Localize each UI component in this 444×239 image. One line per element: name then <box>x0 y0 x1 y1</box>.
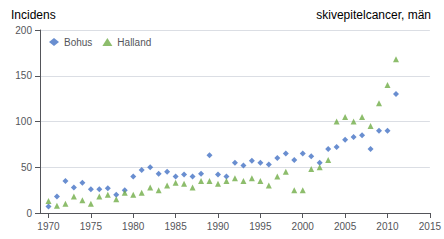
svg-text:Halland: Halland <box>117 37 151 48</box>
svg-text:50: 50 <box>21 162 33 173</box>
svg-text:1985: 1985 <box>164 221 187 232</box>
svg-text:1980: 1980 <box>122 221 145 232</box>
svg-text:Incidens: Incidens <box>11 8 56 22</box>
svg-text:0: 0 <box>26 208 32 219</box>
svg-text:2005: 2005 <box>334 221 357 232</box>
svg-text:Bohus: Bohus <box>64 37 92 48</box>
svg-text:skivepitelcancer, män: skivepitelcancer, män <box>316 8 431 22</box>
svg-text:150: 150 <box>15 70 32 81</box>
svg-text:200: 200 <box>15 25 32 36</box>
svg-text:1990: 1990 <box>207 221 230 232</box>
svg-text:1975: 1975 <box>80 221 103 232</box>
svg-text:1995: 1995 <box>249 221 272 232</box>
svg-text:2015: 2015 <box>419 221 442 232</box>
svg-text:1970: 1970 <box>37 221 60 232</box>
svg-text:100: 100 <box>15 116 32 127</box>
svg-text:2010: 2010 <box>376 221 399 232</box>
svg-text:2000: 2000 <box>292 221 315 232</box>
